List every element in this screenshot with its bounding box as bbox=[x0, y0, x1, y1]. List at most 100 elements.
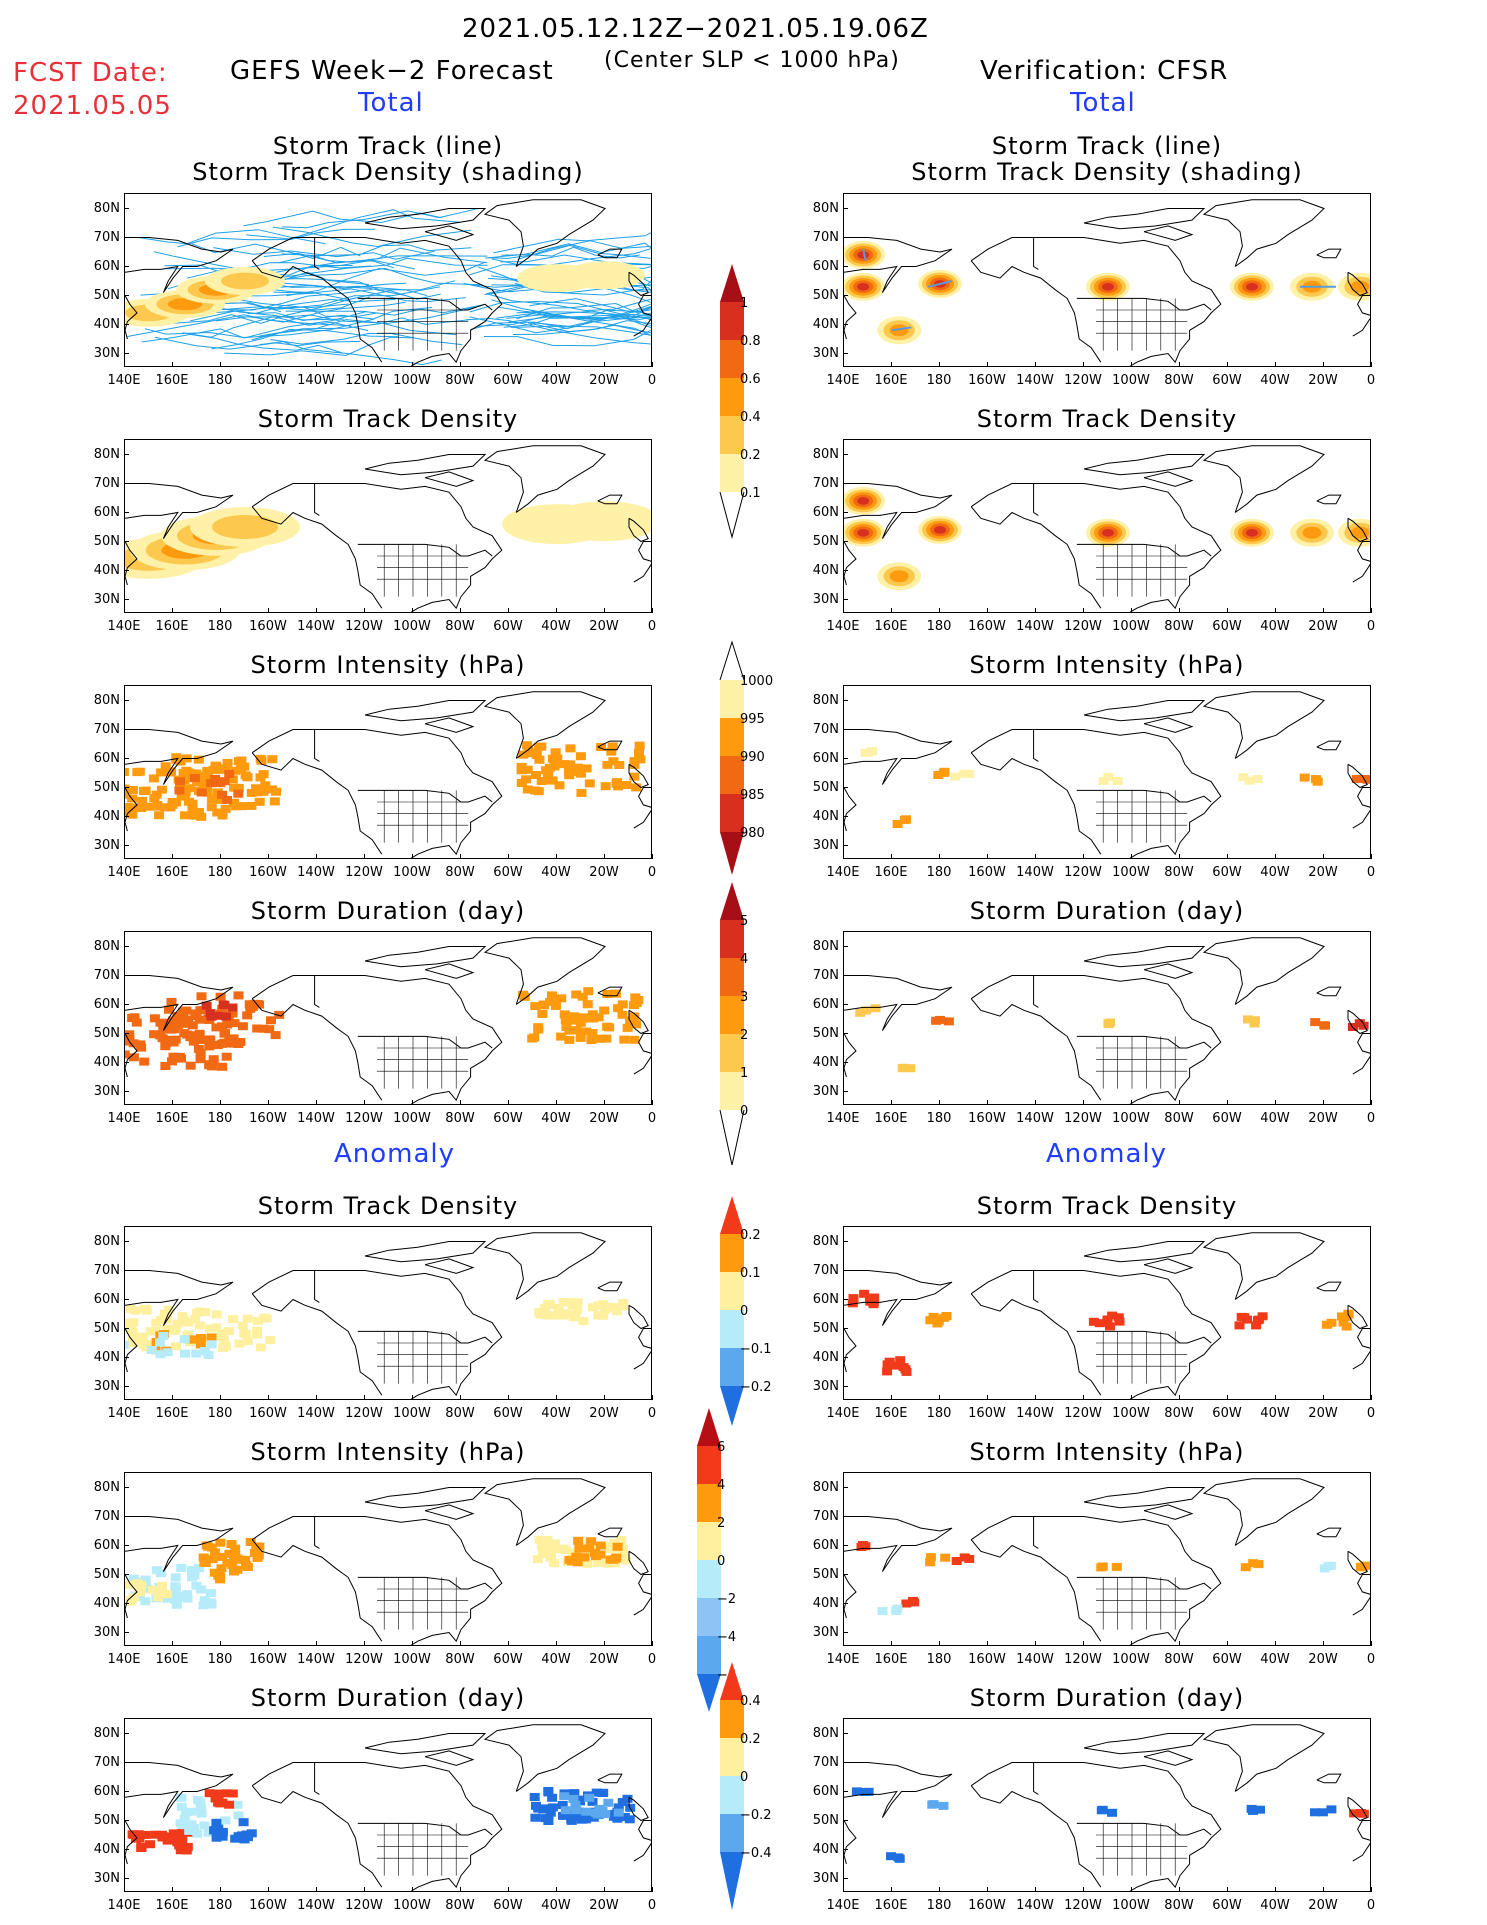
anom-cell bbox=[613, 1803, 624, 1812]
anom-cell bbox=[136, 1580, 147, 1589]
lon-tick bbox=[412, 362, 413, 367]
anom-cell bbox=[925, 1553, 936, 1562]
lat-tick-label: 50N bbox=[812, 533, 839, 549]
anom-cell bbox=[145, 1840, 155, 1849]
density-blob bbox=[889, 570, 909, 583]
lon-tick bbox=[556, 608, 557, 613]
lon-tick bbox=[652, 362, 653, 367]
anom-cell bbox=[206, 1333, 217, 1342]
anom-cell bbox=[1240, 1563, 1251, 1572]
anom-cell bbox=[195, 1340, 206, 1349]
anom-cell bbox=[1255, 1805, 1265, 1814]
lat-tick bbox=[124, 294, 129, 296]
coastline bbox=[424, 1504, 475, 1520]
anom-cell bbox=[1096, 1563, 1107, 1572]
lat-tick-label: 60N bbox=[812, 258, 839, 274]
intensity-cell bbox=[130, 803, 140, 812]
lon-tick-label: 20W bbox=[1308, 619, 1338, 634]
duration-cell bbox=[855, 1008, 866, 1017]
coastline bbox=[251, 1270, 503, 1399]
lat-tick-label: 70N bbox=[93, 475, 120, 491]
lon-tick-label: 0 bbox=[647, 373, 657, 388]
anom-cell bbox=[560, 1546, 571, 1555]
lat-tick-label: 70N bbox=[93, 229, 120, 245]
lon-tick-label: 80W bbox=[445, 373, 475, 388]
intensity-cell bbox=[167, 800, 178, 809]
anom-cell bbox=[1248, 1559, 1259, 1568]
duration-cell bbox=[610, 989, 621, 998]
anom-cell bbox=[215, 1575, 226, 1584]
colorbar-label: −4 bbox=[717, 1630, 737, 1645]
lon-tick-label: 180 bbox=[926, 1898, 952, 1913]
coastline bbox=[251, 1516, 503, 1645]
lon-tick bbox=[220, 608, 221, 613]
intensity-cell bbox=[521, 775, 532, 784]
duration-cell bbox=[196, 992, 207, 1001]
lon-tick bbox=[508, 362, 509, 367]
anom-cell bbox=[170, 1583, 181, 1592]
lon-tick-label: 180 bbox=[207, 373, 233, 388]
lat-tick bbox=[124, 1631, 129, 1633]
anom-cell bbox=[1254, 1315, 1265, 1324]
coastline bbox=[844, 1270, 953, 1326]
lon-tick-label: 80W bbox=[445, 1406, 475, 1421]
lat-tick bbox=[843, 1732, 848, 1734]
lon-tick-label: 60W bbox=[493, 1652, 523, 1667]
lat-tick-label: 50N bbox=[812, 1025, 839, 1041]
intensity-cell bbox=[1103, 773, 1114, 781]
density-blob bbox=[1102, 282, 1114, 291]
duration-cell bbox=[556, 1032, 567, 1041]
coastline bbox=[1143, 1504, 1194, 1520]
duration-cell bbox=[237, 1022, 248, 1031]
panel-title: Storm Track Density bbox=[976, 1192, 1238, 1220]
lat-tick-label: 30N bbox=[93, 1870, 120, 1886]
coastline bbox=[483, 199, 606, 267]
lon-tick-label: 160W bbox=[249, 1898, 287, 1913]
anom-cell bbox=[1310, 1808, 1320, 1817]
storm-track-line bbox=[270, 332, 463, 346]
coastline bbox=[597, 1527, 623, 1538]
duration-cell bbox=[158, 1025, 169, 1034]
anom-cell bbox=[133, 1830, 144, 1839]
anom-cell bbox=[909, 1598, 920, 1607]
anom-cell bbox=[882, 1367, 893, 1376]
border-line bbox=[314, 1762, 320, 1795]
coastline bbox=[483, 1232, 606, 1300]
cfsr-map-panel bbox=[843, 193, 1371, 367]
lon-tick bbox=[460, 1641, 461, 1646]
anom-cell bbox=[544, 1301, 555, 1309]
lon-tick-label: 80W bbox=[1164, 373, 1194, 388]
colorbar-density-total-swatches bbox=[719, 264, 745, 539]
lon-tick-label: 160W bbox=[968, 1652, 1006, 1667]
border-line bbox=[314, 1516, 320, 1549]
anom-cell bbox=[581, 1807, 592, 1816]
map-svg bbox=[125, 937, 651, 1104]
intensity-cell bbox=[522, 765, 533, 774]
lat-tick bbox=[124, 1240, 129, 1242]
duration-cell bbox=[1103, 1020, 1114, 1029]
anom-cell bbox=[194, 1564, 204, 1573]
anom-cell bbox=[1349, 1809, 1360, 1818]
anom-cell bbox=[928, 1315, 939, 1324]
duration-cell bbox=[564, 1035, 575, 1044]
duration-cell bbox=[201, 1035, 212, 1044]
map-svg bbox=[844, 937, 1370, 1104]
lon-tick bbox=[939, 1100, 940, 1105]
anom-cell bbox=[135, 1587, 146, 1596]
duration-cell bbox=[568, 1012, 579, 1021]
coastline bbox=[628, 1796, 649, 1822]
duration-cell bbox=[229, 1019, 240, 1028]
duration-cell bbox=[211, 1023, 222, 1032]
lat-tick-label: 60N bbox=[93, 1291, 120, 1307]
coastline bbox=[1143, 471, 1194, 487]
coastline bbox=[844, 1516, 953, 1572]
cfsr-map-panel bbox=[843, 685, 1371, 859]
lat-tick-label: 30N bbox=[812, 591, 839, 607]
lat-tick bbox=[124, 482, 129, 484]
intensity-cell bbox=[178, 769, 189, 777]
lon-tick bbox=[843, 1887, 844, 1892]
intensity-cell bbox=[125, 803, 133, 811]
coastline bbox=[424, 225, 475, 241]
intensity-cell bbox=[565, 744, 576, 753]
lon-tick bbox=[1179, 1887, 1180, 1892]
